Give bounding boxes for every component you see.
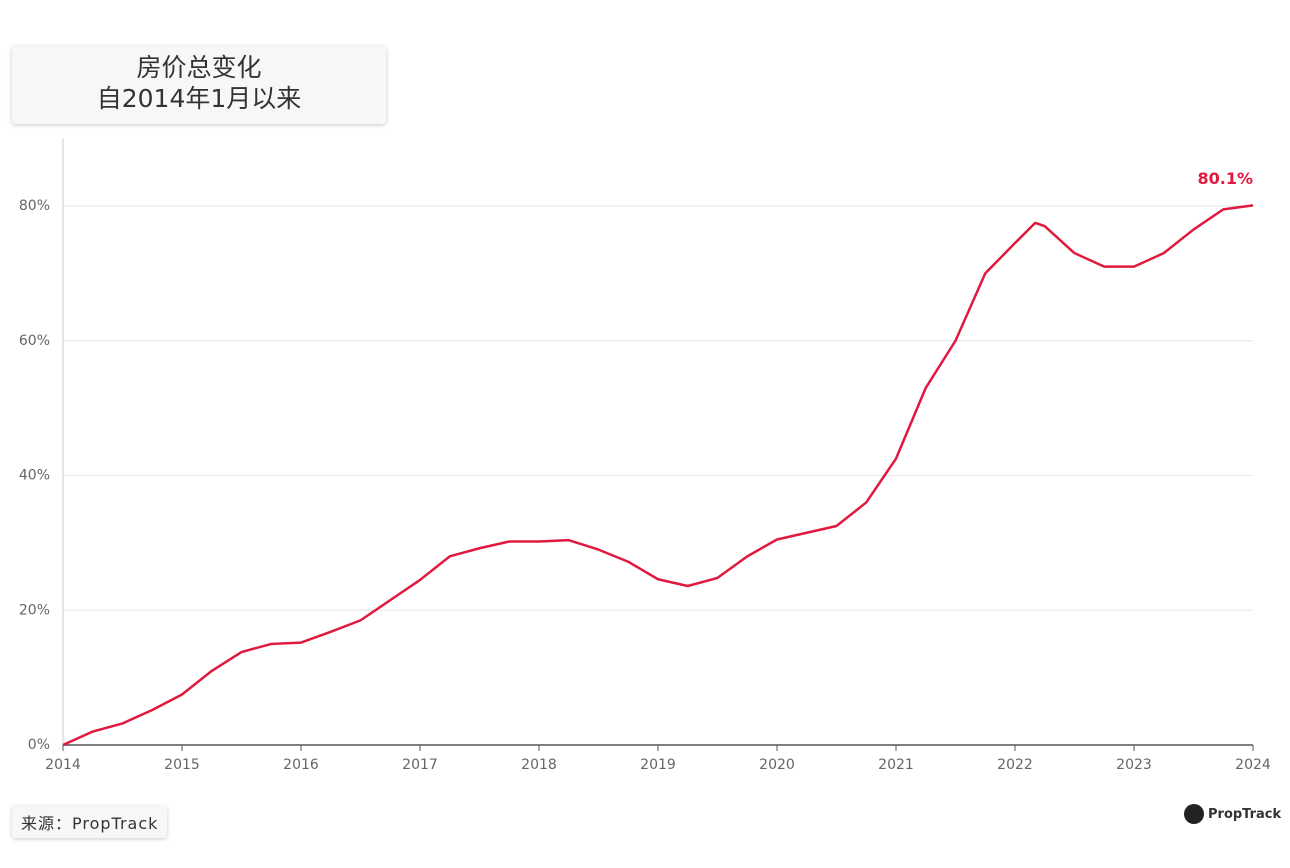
y-tick-label: 40%	[19, 468, 50, 484]
chart-subtitle: 自2014年1月以来	[96, 84, 302, 113]
x-tick-label: 2015	[164, 757, 200, 773]
line	[62, 204, 1254, 747]
logo-icon	[1184, 804, 1204, 824]
x-tick-label: 2019	[640, 757, 676, 773]
source: 来源：PropTrack	[12, 806, 168, 838]
value-label: 80.1%	[1197, 169, 1253, 188]
title-box: 房价总变化 自2014年1月以来	[12, 46, 386, 124]
x-tick-label: 2024	[1235, 757, 1271, 773]
x-tick-label: 2022	[997, 757, 1033, 773]
y-tick-label: 20%	[19, 602, 50, 618]
x-tick-label: 2023	[1116, 757, 1152, 773]
x-tick-label: 2020	[759, 757, 795, 773]
x-tick-label: 2018	[521, 757, 557, 773]
x-tick-label: 2014	[45, 757, 81, 773]
x-tick-label: 2017	[402, 757, 438, 773]
y-tick-label: 60%	[19, 333, 50, 349]
logo-text: PropTrack	[1208, 806, 1282, 822]
y-tick-label: 0%	[28, 737, 50, 753]
chart-title: 房价总变化	[136, 53, 262, 82]
logo: PropTrack	[1184, 804, 1281, 824]
y-tick-label: 80%	[19, 198, 50, 214]
x-tick-label: 2021	[878, 757, 914, 773]
x-tick-label: 2016	[283, 757, 319, 773]
